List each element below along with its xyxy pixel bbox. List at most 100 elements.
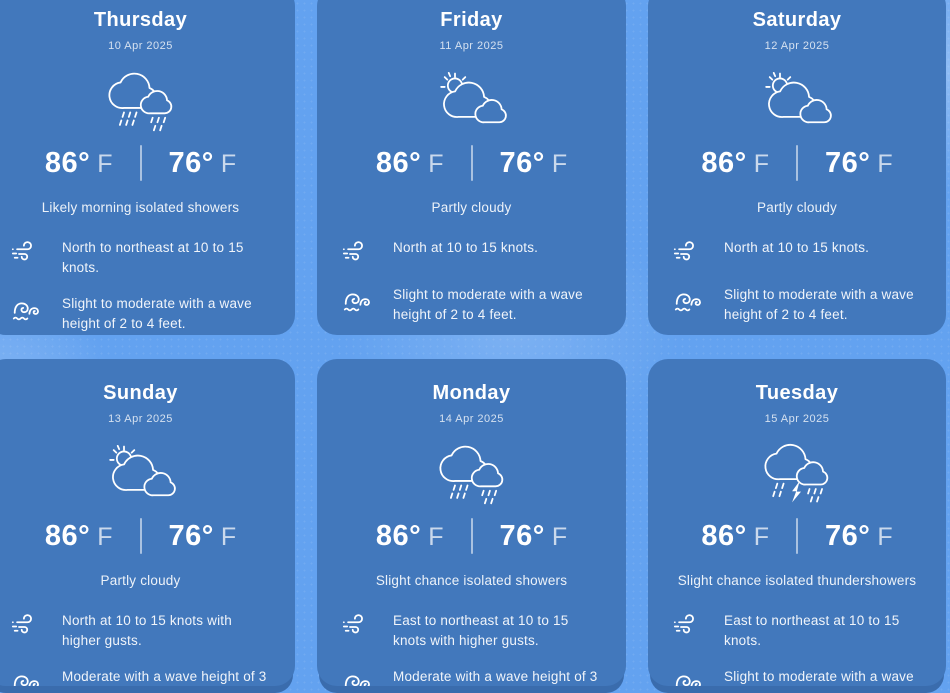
wind-row: North at 10 to 15 knots. <box>341 238 602 269</box>
cloud-rain-icon <box>439 445 503 505</box>
low-temp-value: 76° <box>825 146 871 179</box>
forecast-card-monday: Monday 14 Apr 2025 <box>317 359 626 686</box>
low-temp: 76° F <box>500 147 568 180</box>
weather-icon <box>91 438 191 506</box>
low-temp-unit: F <box>220 522 237 551</box>
sea-text: Slight to moderate with a wave height of… <box>62 296 252 331</box>
wind-text: North to northeast at 10 to 15 knots. <box>62 240 244 275</box>
temperature-row: 86° F 76° F <box>45 145 236 181</box>
weather-icon <box>91 65 191 133</box>
sea-row: Slight to moderate with a wave height of… <box>10 294 271 334</box>
wind-row: North at 10 to 15 knots. <box>672 238 922 269</box>
low-temp: 76° F <box>825 520 893 553</box>
temperature-row: 86° F 76° F <box>45 518 236 554</box>
wind-row: North to northeast at 10 to 15 knots. <box>10 238 271 278</box>
temp-divider <box>470 145 473 181</box>
forecast-card-friday: Friday 11 Apr 2025 <box>317 0 626 335</box>
forecast-card-sunday: Sunday 13 Apr 2025 <box>0 359 295 686</box>
low-temp: 76° F <box>169 520 237 553</box>
high-temp-unit: F <box>753 522 769 551</box>
low-temp: 76° F <box>500 520 568 553</box>
wind-icon <box>341 612 381 642</box>
wave-icon <box>341 286 381 316</box>
sun-cloud-icon <box>765 71 832 124</box>
weather-icon <box>747 438 847 506</box>
forecast-card-saturday: Saturday 12 Apr 2025 <box>648 0 946 335</box>
day-title: Monday <box>432 382 511 404</box>
low-temp-value: 76° <box>499 519 545 552</box>
low-temp-value: 76° <box>825 519 871 552</box>
sea-row: Slight to moderate with a wave height of… <box>672 667 922 686</box>
temp-divider <box>796 145 798 181</box>
date-label: 11 Apr 2025 <box>439 40 504 52</box>
sea-row: Moderate with a wave height of 3 to 5 fe… <box>10 667 271 686</box>
wind-text: East to northeast at 10 to 15 knots with… <box>393 613 569 648</box>
high-temp: 86° F <box>45 520 113 553</box>
sea-text: Moderate with a wave height of 3 to 5 fe… <box>62 669 267 684</box>
wind-text: North at 10 to 15 knots. <box>724 240 870 255</box>
date-label: 13 Apr 2025 <box>108 413 173 425</box>
weather-icon <box>422 438 522 506</box>
day-title: Friday <box>440 9 503 31</box>
forecast-card-tuesday: Tuesday 15 Apr 2025 <box>648 359 946 686</box>
wind-icon <box>672 612 712 642</box>
wind-text: North at 10 to 15 knots. <box>393 240 539 255</box>
day-title: Saturday <box>752 9 842 31</box>
temperature-row: 86° F 76° F <box>701 145 893 181</box>
high-temp: 86° F <box>45 147 113 180</box>
low-temp: 76° F <box>825 147 893 180</box>
day-title: Sunday <box>103 382 178 404</box>
low-temp-unit: F <box>551 149 568 178</box>
high-temp-value: 86° <box>701 146 747 179</box>
low-temp-value: 76° <box>168 146 214 179</box>
temperature-row: 86° F 76° F <box>701 518 893 554</box>
temp-divider <box>796 518 798 554</box>
wind-text: North at 10 to 15 knots with higher gust… <box>62 613 232 648</box>
low-temp-unit: F <box>877 522 893 551</box>
date-label: 10 Apr 2025 <box>108 40 173 52</box>
high-temp-unit: F <box>97 522 113 551</box>
low-temp-unit: F <box>551 522 568 551</box>
wind-icon <box>10 612 50 642</box>
high-temp-value: 86° <box>701 519 747 552</box>
condition-text: Likely morning isolated showers <box>41 200 240 215</box>
high-temp: 86° F <box>376 147 444 180</box>
sun-cloud-icon <box>108 444 176 497</box>
sea-text: Moderate with a wave height of 3 to 5 fe… <box>393 669 598 684</box>
weather-icon <box>422 65 522 133</box>
wind-text: East to northeast at 10 to 15 knots. <box>724 613 900 648</box>
cloud-rain-lightning-icon <box>764 444 829 503</box>
cloud-rain-icon <box>108 72 172 132</box>
high-temp: 86° F <box>376 520 444 553</box>
temp-divider <box>470 518 473 554</box>
date-label: 14 Apr 2025 <box>439 413 504 425</box>
high-temp-unit: F <box>97 149 113 178</box>
sea-text: Slight to moderate with a wave height of… <box>724 669 914 684</box>
high-temp-unit: F <box>753 149 769 178</box>
temperature-row: 86° F 76° F <box>376 145 567 181</box>
high-temp-value: 86° <box>375 146 422 179</box>
day-title: Thursday <box>93 9 188 31</box>
wind-icon <box>341 239 381 269</box>
condition-text: Partly cloudy <box>431 200 512 215</box>
temperature-row: 86° F 76° F <box>376 518 567 554</box>
low-temp-unit: F <box>220 149 237 178</box>
condition-text: Slight chance isolated showers <box>375 573 568 588</box>
high-temp-value: 86° <box>44 146 91 179</box>
sea-text: Slight to moderate with a wave height of… <box>393 287 583 322</box>
low-temp-value: 76° <box>499 146 545 179</box>
temp-divider <box>139 145 142 181</box>
date-label: 15 Apr 2025 <box>764 413 830 425</box>
wind-row: East to northeast at 10 to 15 knots with… <box>341 611 602 651</box>
high-temp-unit: F <box>428 149 444 178</box>
condition-text: Partly cloudy <box>100 573 181 588</box>
day-title: Tuesday <box>755 382 839 404</box>
sea-row: Slight to moderate with a wave height of… <box>341 285 602 325</box>
high-temp-value: 86° <box>375 519 422 552</box>
weather-icon <box>747 65 847 133</box>
wave-icon <box>672 668 712 686</box>
wind-icon <box>10 239 50 269</box>
wave-icon <box>10 668 50 686</box>
wind-row: North at 10 to 15 knots with higher gust… <box>10 611 271 651</box>
